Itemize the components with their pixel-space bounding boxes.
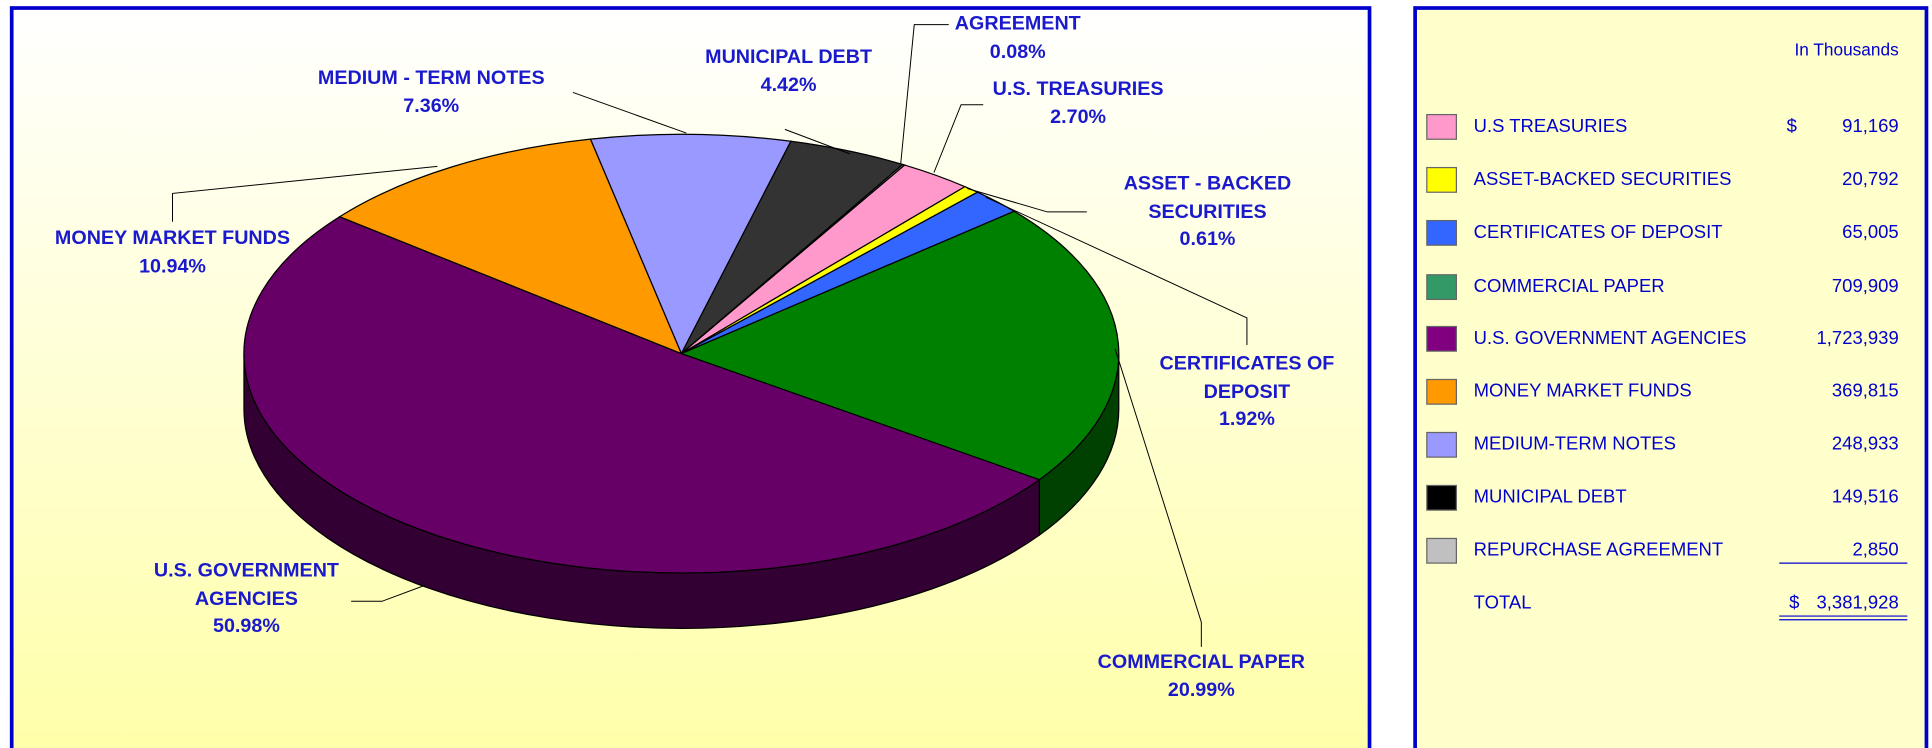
row-amount: 248,933: [1831, 433, 1899, 455]
legend-swatch: [1426, 378, 1458, 405]
slice-name: ASSET - BACKED SECURITIES: [1123, 173, 1292, 223]
slice-value: 0.08%: [989, 41, 1046, 63]
table-header: In Thousands: [1794, 39, 1899, 60]
slice-name: AGREEMENT: [954, 13, 1081, 35]
total-currency: $: [1789, 592, 1800, 614]
slice: [589, 133, 792, 356]
leader-line: [1114, 348, 1202, 647]
leader-line: [351, 584, 426, 602]
legend-swatch: [1426, 274, 1458, 301]
slice-name: MEDIUM - TERM NOTES: [317, 67, 545, 89]
row-currency: $: [1786, 115, 1797, 137]
legend-swatch: [1426, 431, 1458, 458]
row-amount: 369,815: [1831, 380, 1899, 402]
slice-label: MUNICIPAL DEBT 4.42%: [705, 44, 872, 99]
row-amount: 65,005: [1842, 221, 1899, 243]
leader-line: [933, 104, 984, 173]
slice-label: ASSET - BACKED SECURITIES 0.61%: [1109, 171, 1306, 254]
row-name: MONEY MARKET FUNDS: [1473, 380, 1692, 402]
slice: [338, 138, 683, 355]
slice-name: MUNICIPAL DEBT: [705, 46, 872, 68]
row-amount: 91,169: [1842, 115, 1899, 137]
slice-label: U.S. GOVERNMENT AGENCIES 50.98%: [136, 558, 358, 641]
slice: [679, 210, 1120, 481]
slice-label: COMMERCIAL PAPER 20.99%: [1098, 649, 1305, 704]
slice-value: 0.61%: [1179, 229, 1236, 251]
slice-value: 4.42%: [760, 74, 817, 96]
row-name: MEDIUM-TERM NOTES: [1473, 433, 1676, 455]
slice-value: 1.92%: [1218, 409, 1275, 431]
slice-label: MEDIUM - TERM NOTES 7.36%: [318, 65, 545, 120]
legend-swatch: [1426, 113, 1458, 140]
slice-name: U.S. TREASURIES: [992, 78, 1164, 100]
slice-label: AGREEMENT 0.08%: [955, 11, 1081, 66]
legend-swatch: [1426, 219, 1458, 246]
slice-value: 20.99%: [1167, 679, 1235, 701]
slice-label: U.S. TREASURIES 2.70%: [993, 76, 1164, 131]
slice: [243, 216, 1041, 574]
leader-line: [900, 24, 949, 164]
total-name: TOTAL: [1473, 592, 1532, 614]
row-name: CERTIFICATES OF DEPOSIT: [1473, 221, 1723, 243]
slice-name: MONEY MARKET FUNDS: [54, 227, 291, 249]
leader-line: [572, 91, 687, 134]
row-amount: 20,792: [1842, 168, 1899, 190]
slice-label: CERTIFICATES OF DEPOSIT 1.92%: [1142, 351, 1351, 434]
leader-line: [985, 196, 1248, 345]
slice-name: COMMERCIAL PAPER: [1097, 651, 1306, 673]
leader-line: [172, 165, 438, 222]
leader-line: [967, 188, 1087, 213]
slice-name: CERTIFICATES OF DEPOSIT: [1159, 353, 1335, 403]
slice-value: 50.98%: [212, 616, 280, 638]
row-name: MUNICIPAL DEBT: [1473, 486, 1627, 508]
slice-value: 10.94%: [139, 255, 206, 277]
row-name: U.S TREASURIES: [1473, 115, 1628, 137]
row-name: ASSET-BACKED SECURITIES: [1473, 168, 1732, 190]
legend-swatch: [1426, 484, 1458, 511]
total-amount: 3,381,928: [1816, 592, 1899, 614]
row-amount: 1,723,939: [1816, 327, 1899, 349]
legend-swatch: [1426, 537, 1458, 564]
leader-line: [784, 128, 851, 155]
row-name: COMMERCIAL PAPER: [1473, 275, 1665, 297]
slice-label: MONEY MARKET FUNDS 10.94%: [55, 225, 290, 280]
slice-name: U.S. GOVERNMENT AGENCIES: [153, 560, 339, 610]
table-panel: [1413, 6, 1929, 748]
row-amount: 709,909: [1831, 275, 1899, 297]
slice-value: 2.70%: [1050, 106, 1107, 128]
row-name: REPURCHASE AGREEMENT: [1473, 539, 1724, 561]
row-name: U.S. GOVERNMENT AGENCIES: [1473, 327, 1747, 349]
row-amount: 2,850: [1852, 539, 1899, 561]
row-amount: 149,516: [1831, 486, 1899, 508]
legend-swatch: [1426, 325, 1458, 352]
slice-value: 7.36%: [403, 95, 460, 117]
legend-swatch: [1426, 166, 1458, 193]
